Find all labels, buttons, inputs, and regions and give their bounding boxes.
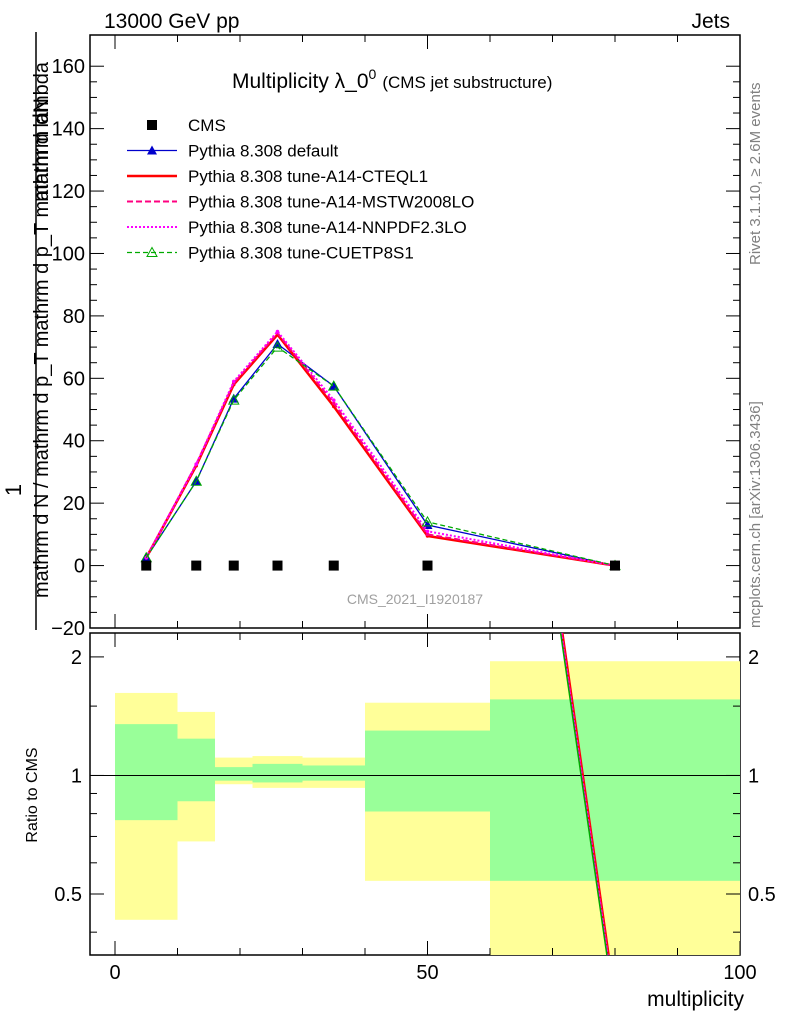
main-y-tick-label: 20 xyxy=(63,493,85,515)
legend-marker xyxy=(147,145,157,155)
series-line xyxy=(145,346,616,567)
legend-marker xyxy=(147,120,157,130)
legend-entry: CMS xyxy=(188,116,226,135)
data-point xyxy=(228,560,239,571)
series-point xyxy=(331,398,336,402)
ratio-bands-group xyxy=(90,661,740,955)
series-point xyxy=(227,394,240,405)
main-y-tick-label: 80 xyxy=(63,306,85,328)
ratio-y-tick-label: 2 xyxy=(71,647,82,669)
legend: CMS Pythia 8.308 default Pythia 8.308 tune… xyxy=(127,116,474,263)
series-point xyxy=(231,379,236,384)
main-y-tick-label: −20 xyxy=(51,618,85,640)
ratio-inner-band xyxy=(365,730,490,812)
x-tick-label: 50 xyxy=(416,962,438,984)
series-line xyxy=(145,332,616,567)
series-point xyxy=(275,329,280,334)
series-line xyxy=(145,329,616,567)
ratio-inner-band xyxy=(252,763,303,783)
series-point xyxy=(190,475,203,486)
legend-entry: Pythia 8.308 default xyxy=(188,142,339,161)
y-axis-label-one: 1 xyxy=(1,484,26,496)
mcplots-label: mcplots.cern.ch [arXiv:1306.3436] xyxy=(747,401,764,628)
y-axis-label-denominator: mathrm d N / mathrm d p_T mathrm d p_T m… xyxy=(31,61,53,598)
series-point xyxy=(327,380,340,391)
series-point xyxy=(194,462,199,466)
data-point xyxy=(610,560,620,571)
x-tick-label: 0 xyxy=(109,962,120,984)
ratio-y-tick-label: 0.5 xyxy=(54,884,82,906)
data-point xyxy=(422,560,433,571)
legend-entry: Pythia 8.308 tune-A14-NNPDF2.3LO xyxy=(188,218,467,237)
data-point xyxy=(272,560,283,571)
ratio-inner-band xyxy=(302,765,365,781)
ratio-series-line xyxy=(559,632,608,956)
series-point xyxy=(271,341,284,352)
ratio-inner-band xyxy=(490,699,740,881)
data-point xyxy=(141,560,152,571)
main-series-group xyxy=(140,329,621,571)
series-point xyxy=(328,381,339,391)
main-y-tick-label: 40 xyxy=(63,431,85,453)
ratio-series-group xyxy=(559,632,610,956)
series-point xyxy=(425,529,430,534)
analysis-watermark: CMS_2021_I1920187 xyxy=(347,591,483,607)
main-y-tick-label: 0 xyxy=(74,556,85,578)
ratio-inner-band xyxy=(115,724,178,821)
x-tick-label: 100 xyxy=(723,962,756,984)
legend-marker xyxy=(146,246,158,257)
series-point xyxy=(331,401,336,406)
series-point xyxy=(421,515,434,527)
ratio-inner-band xyxy=(177,738,215,802)
data-point xyxy=(191,560,202,571)
ratio-y-tick-label-right: 0.5 xyxy=(748,884,776,906)
ratio-y-tick-label-right: 1 xyxy=(748,765,759,787)
legend-entry: Pythia 8.308 tune-A14-MSTW2008LO xyxy=(188,193,474,212)
main-y-tick-label: 140 xyxy=(52,119,85,141)
main-y-tick-label: 160 xyxy=(52,56,85,78)
main-y-tick-label: 60 xyxy=(63,368,85,390)
x-axis-label: multiplicity xyxy=(647,988,744,1011)
legend-entry: Pythia 8.308 tune-A14-CTEQL1 xyxy=(188,167,428,186)
ratio-y-tick-label-right: 2 xyxy=(748,647,759,669)
ratio-y-tick-label: 1 xyxy=(71,765,82,787)
ratio-series-line xyxy=(561,632,609,956)
series-line xyxy=(145,331,616,567)
main-y-ticks: −20 0 20 40 60 80 100 120 140 160 xyxy=(51,35,741,640)
ratio-y-axis-label: Ratio to CMS xyxy=(24,747,41,842)
header-energy: 13000 GeV pp xyxy=(104,10,239,33)
legend-entry: Pythia 8.308 tune-CUETP8S1 xyxy=(188,244,414,263)
main-y-tick-label: 100 xyxy=(52,243,85,265)
ratio-axis-ticks: 0.5 0.5 1 1 2 2 0 50 100 xyxy=(54,633,776,984)
main-y-tick-label: 120 xyxy=(52,181,85,203)
rivet-version-label: Rivet 3.1.10, ≥ 2.6M events xyxy=(747,83,764,266)
series-point xyxy=(425,532,430,537)
ratio-inner-band xyxy=(215,767,253,781)
plot-title: Multiplicity λ_00 (CMS jet substructure) xyxy=(232,66,552,93)
header-category: Jets xyxy=(691,10,730,33)
data-point xyxy=(328,560,339,571)
